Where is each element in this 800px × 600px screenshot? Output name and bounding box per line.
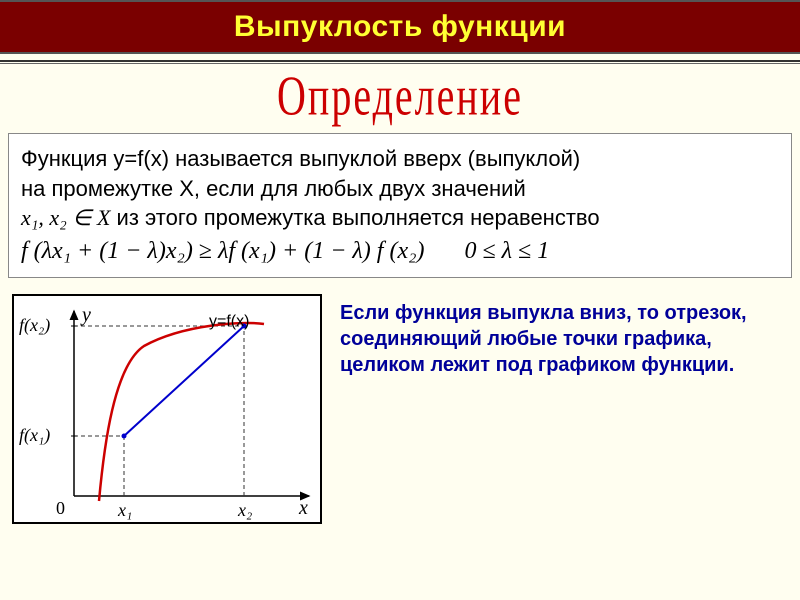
svg-text:x: x <box>298 497 308 519</box>
formula-main: f (λx₁ + (1 − λ)x₂) ≥ λf (x₁) + (1 − λ) … <box>21 235 424 267</box>
def-line3: x₁, x₂ ∈ X из этого промежутка выполняет… <box>21 203 781 233</box>
svg-text:f(x₂): f(x₂) <box>19 315 50 336</box>
subtitle-wrap: Определение <box>0 66 800 129</box>
def-line1: Функция y=f(x) называется выпуклой вверх… <box>21 144 781 174</box>
svg-text:x₁: x₁ <box>117 500 132 520</box>
bottom-row: y x 0 f(x₁) f(x₂) x₁ x₂ y=f(x) Если функция вып… <box>0 286 800 524</box>
formula-row: f (λx₁ + (1 − λ)x₂) ≥ λf (x₁) + (1 − λ) … <box>21 233 781 267</box>
svg-text:y: y <box>80 304 91 326</box>
def-line2: на промежутке X, если для любых двух зна… <box>21 174 781 204</box>
formula-cond: 0 ≤ λ ≤ 1 <box>464 235 549 267</box>
svg-text:0: 0 <box>56 498 65 518</box>
def-line3-post: из этого промежутка выполняется неравенс… <box>110 205 599 230</box>
subtitle: Определение <box>277 63 523 129</box>
definition-box: Функция y=f(x) называется выпуклой вверх… <box>8 133 792 278</box>
graph: y x 0 f(x₁) f(x₂) x₁ x₂ y=f(x) <box>12 294 322 524</box>
svg-text:x₂: x₂ <box>237 500 252 520</box>
page-title: Выпуклость функции <box>234 10 566 43</box>
note-text: Если функция выпукла вниз, то отрезок, с… <box>340 294 788 524</box>
svg-text:f(x₁): f(x₁) <box>19 425 50 446</box>
def-line3-pre: x₁, x₂ ∈ X <box>21 205 110 230</box>
graph-svg: y x 0 f(x₁) f(x₂) x₁ x₂ y=f(x) <box>14 296 324 526</box>
title-bar: Выпуклость функции <box>0 0 800 54</box>
svg-text:y=f(x): y=f(x) <box>209 313 249 330</box>
